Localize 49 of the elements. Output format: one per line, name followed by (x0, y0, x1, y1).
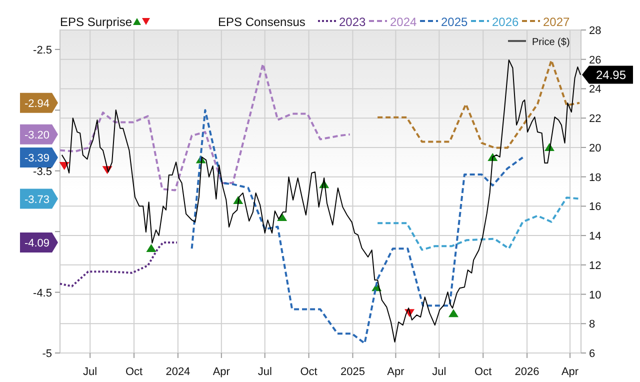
x-tick-label: Oct (474, 366, 492, 378)
y2-tick-label: 6 (589, 348, 596, 360)
y2-tick-label: 14 (589, 230, 602, 243)
x-tick-label: Apr (212, 366, 230, 378)
text: Price ($) (532, 37, 570, 48)
y2-tick-label: 12 (589, 260, 602, 272)
line-series (59, 63, 351, 192)
annotation: -3.20 (24, 129, 50, 142)
legend-label: 2027 (543, 15, 570, 29)
y2-tick-label: 10 (589, 289, 602, 302)
y2-tick-label: 20 (589, 142, 602, 154)
x-tick-label: Jul (258, 366, 272, 378)
y2-tick-label: 22 (589, 113, 602, 126)
y2-tick-label: 18 (589, 172, 602, 184)
data-label: 24.95 (596, 68, 626, 82)
line-series (376, 59, 581, 149)
legend-title: EPS Consensus (218, 15, 306, 29)
annotation: -2.94 (24, 98, 50, 110)
line-series (59, 242, 178, 288)
x-tick-label: Jul (432, 366, 446, 378)
annotation: -3.73 (24, 194, 50, 206)
text: EPS Surprise (60, 15, 132, 29)
line-series (190, 109, 524, 344)
annotation: -4.09 (24, 238, 50, 250)
x-tick-label: Apr (561, 366, 579, 378)
legend-label: 2024 (390, 15, 418, 29)
y2-tick-label: 8 (589, 318, 596, 331)
y-tick-label: -2.5 (33, 44, 52, 56)
x-tick-label: Oct (300, 366, 318, 378)
y2-tick-label: 16 (589, 201, 602, 214)
y-tick-label: -3.5 (33, 166, 52, 178)
x-tick-label: 2025 (340, 366, 365, 378)
x-tick-label: Oct (125, 366, 143, 378)
y2-tick-label: 28 (589, 25, 602, 37)
x-tick-label: Jul (83, 366, 98, 378)
y-tick-label: -4.5 (33, 287, 52, 300)
legend-label: 2025 (441, 15, 468, 29)
y-tick-label: -5 (42, 348, 52, 360)
point (448, 309, 458, 318)
y2-tick-label: 26 (589, 54, 602, 66)
y2-tick-label: 24 (589, 84, 602, 96)
annotation: -3.39 (24, 152, 50, 164)
point (146, 244, 156, 252)
x-tick-label: 2026 (514, 366, 540, 378)
legend-label: 2023 (339, 15, 366, 29)
x-tick-label: Apr (387, 366, 405, 378)
x-tick-label: 2024 (166, 366, 190, 378)
line-series (376, 196, 581, 251)
legend-label: 2026 (492, 15, 520, 29)
